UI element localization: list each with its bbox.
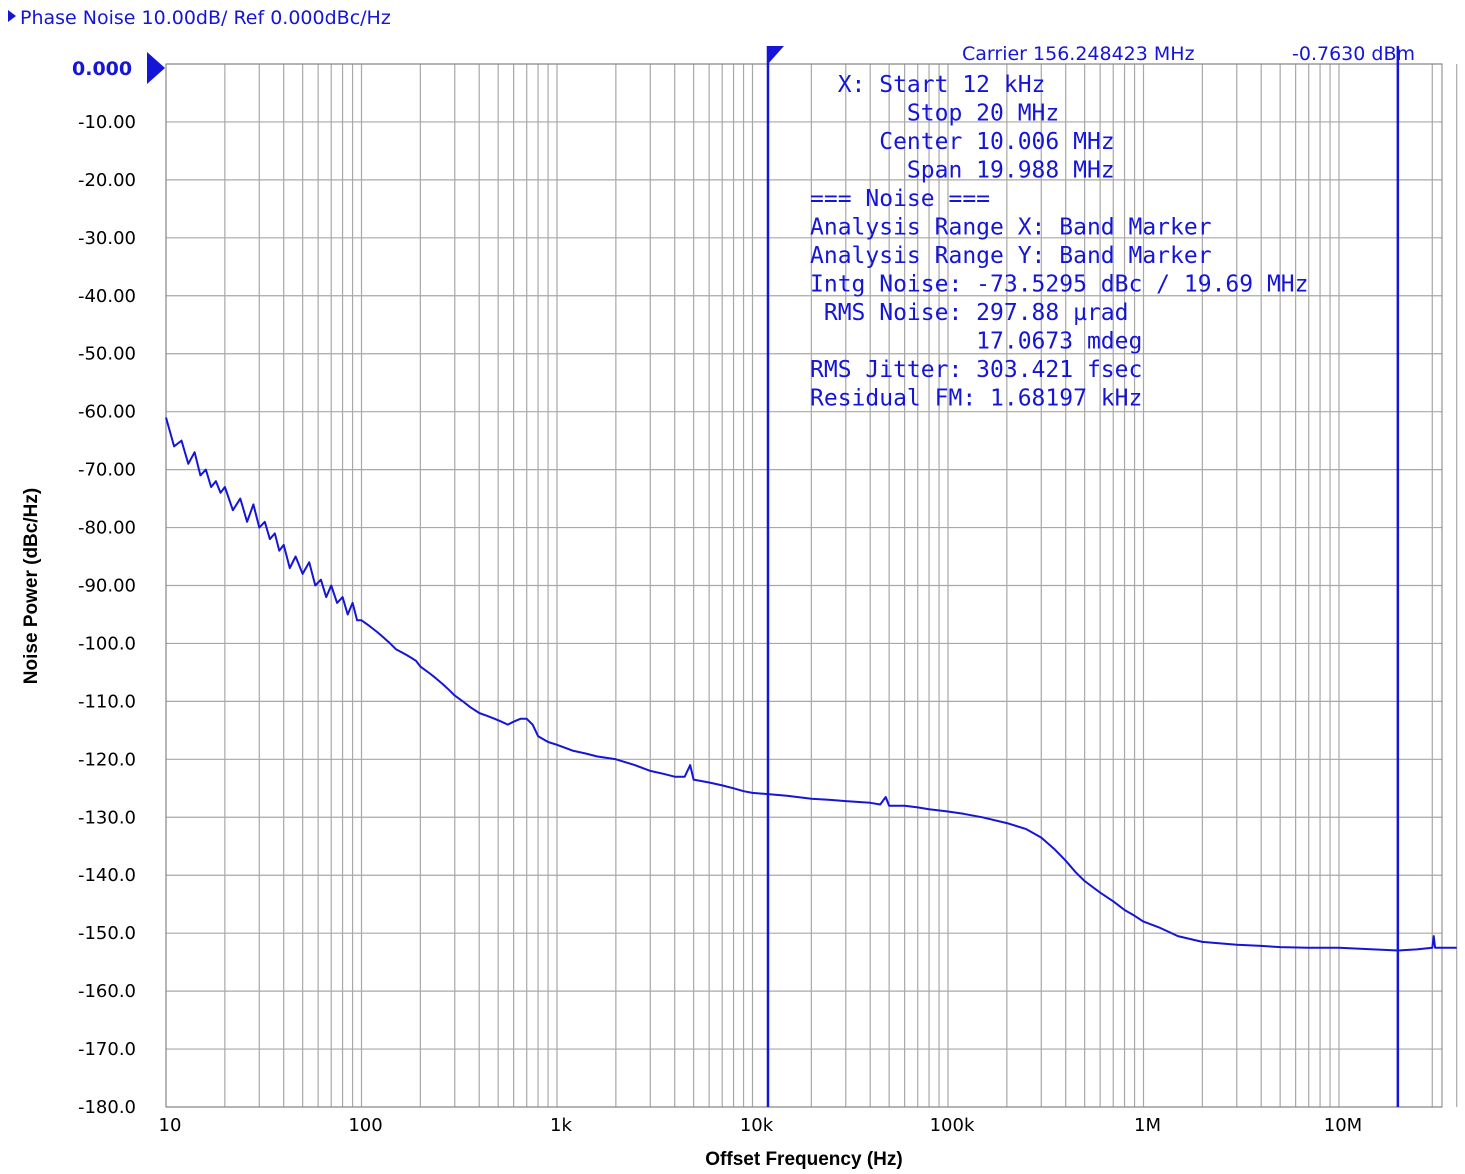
y-tick-label: -150.0 [78,923,136,944]
y-tick-label: -70.00 [78,460,136,481]
info-line: RMS Jitter: 303.421 fsec [810,357,1142,383]
x-tick-label: 1k [550,1115,572,1136]
y-tick-label: -180.0 [78,1097,136,1118]
info-line: Stop 20 MHz [810,101,1059,127]
plot-frame [165,63,1443,1108]
y-tick-label: -80.00 [78,518,136,539]
y-tick-label: -40.00 [78,286,136,307]
ref-level-arrow-icon[interactable] [147,52,165,84]
info-line: Analysis Range X: Band Marker [810,215,1212,241]
y-tick-labels: -10.00 -20.00 -30.00 -40.00 -50.00 -60.00 -70.… [78,112,136,1118]
y-tick-label: -60.00 [78,402,136,423]
chart-title: Phase Noise 10.00dB/ Ref 0.000dBc/Hz [20,7,391,29]
title-expand-icon[interactable] [8,10,16,22]
info-line: === Noise === [810,186,990,212]
x-tick-label: 1M [1134,1115,1161,1136]
noise-info-panel: X: Start 12 kHz Stop 20 MHz Center 10.00… [810,72,1309,412]
y-tick-label: -100.0 [78,633,136,654]
y-tick-label: -30.00 [78,228,136,249]
power-readout: -0.7630 dBm [1292,43,1415,65]
info-line: Analysis Range Y: Band Marker [810,243,1212,269]
carrier-readout: Carrier 156.248423 MHz [962,43,1195,65]
ref-level-label: 0.000 [72,58,132,80]
info-line: Center 10.006 MHz [810,129,1115,155]
info-line: Span 19.988 MHz [810,158,1115,184]
y-tick-label: -20.00 [78,170,136,191]
y-tick-label: -10.00 [78,112,136,133]
phase-noise-trace [165,417,1457,952]
y-axis-label: Noise Power (dBc/Hz) [21,488,42,684]
x-tick-labels: 10 100 1k 10k 100k 1M 10M [159,1115,1363,1136]
y-tick-label: -170.0 [78,1039,136,1060]
y-tick-label: -160.0 [78,981,136,1002]
band-markers[interactable] [766,46,1400,1107]
x-tick-label: 100 [348,1115,382,1136]
info-line: RMS Noise: 297.88 µrad [810,300,1129,326]
band-marker-flag-icon[interactable] [767,46,784,64]
y-tick-label: -50.00 [78,344,136,365]
x-axis-label: Offset Frequency (Hz) [705,1149,902,1170]
info-line: 17.0673 mdeg [810,329,1142,355]
info-line: Residual FM: 1.68197 kHz [810,386,1142,412]
x-tick-label: 10M [1324,1115,1362,1136]
y-tick-label: -130.0 [78,807,136,828]
y-tick-label: -110.0 [78,691,136,712]
trace-layer [165,417,1457,952]
x-tick-label: 100k [930,1115,975,1136]
info-line: Intg Noise: -73.5295 dBc / 19.69 MHz [810,272,1309,298]
y-tick-label: -90.00 [78,576,136,597]
x-tick-label: 10k [740,1115,774,1136]
y-tick-label: -120.0 [78,749,136,770]
x-tick-label: 10 [159,1115,182,1136]
y-tick-label: -140.0 [78,865,136,886]
info-line: X: Start 12 kHz [810,72,1045,98]
